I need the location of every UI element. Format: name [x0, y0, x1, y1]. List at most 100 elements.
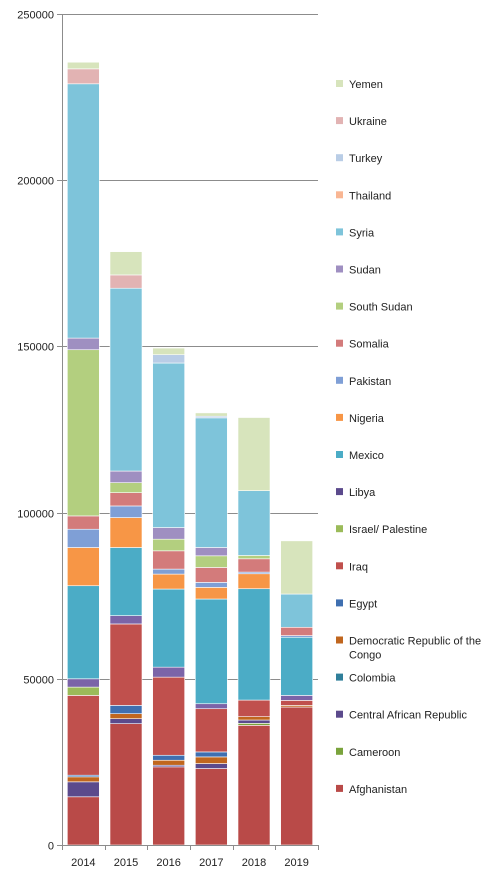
- bar-segment-afghanistan-2017: [195, 768, 228, 846]
- legend-label: Central African Republic: [349, 710, 468, 722]
- legend-swatch: [336, 747, 343, 755]
- legend-label: Sudan: [349, 265, 381, 277]
- bar-segment-syria-2018: [237, 490, 271, 556]
- bars: [67, 61, 313, 846]
- legend-swatch: [336, 784, 343, 792]
- legend-item: Sudan: [336, 265, 381, 277]
- bar-segment-egypt-2017: [195, 751, 228, 758]
- bar-segment-pakistan-2014: [67, 528, 100, 548]
- legend-label: Israel/ Palestine: [349, 524, 427, 536]
- legend-item: Afghanistan: [336, 784, 407, 796]
- y-tick-label: 0: [48, 841, 54, 853]
- legend-item: Thailand: [336, 190, 391, 202]
- bar-segment-mexico-2015: [109, 547, 143, 616]
- bar-segment-iraq-2016: [152, 676, 185, 756]
- legend-label: Democratic Republic of the Congo: [349, 636, 481, 662]
- bar-segment-afghanistan-2016: [152, 766, 185, 846]
- axes: 0 50000 100000 150000 200000 250000 2014 2015 20…: [17, 10, 319, 869]
- bar-segment-afghanistan-2015: [109, 723, 143, 846]
- bar-segment-iraq-2014: [67, 695, 100, 776]
- bar-segment-south-sudan-2017: [195, 555, 228, 568]
- legend-swatch: [336, 451, 343, 458]
- bar-segment-central-african-republic-2017: [195, 763, 228, 769]
- legend-swatch: [336, 80, 343, 87]
- legend-item: Nigeria: [336, 413, 385, 425]
- legend-label: Libya: [349, 487, 376, 499]
- bar-segment-congo-drc-2017: [195, 756, 228, 764]
- legend-item: Somalia: [336, 339, 390, 351]
- y-tick-label: 200000: [17, 176, 54, 188]
- legend-swatch: [336, 376, 343, 384]
- legend-swatch: [336, 265, 343, 273]
- legend-label: Thailand: [349, 190, 391, 202]
- legend-label: Syria: [349, 227, 375, 239]
- legend-item: Egypt: [336, 598, 377, 610]
- bar-segment-mexico-2016: [152, 588, 185, 668]
- bar-segment-libya-2019: [280, 695, 313, 701]
- legend-swatch: [336, 191, 343, 199]
- legend-label: Afghanistan: [349, 784, 407, 796]
- legend-label: Cameroon: [349, 747, 400, 759]
- bar-segment-ukraine-2015: [109, 274, 143, 289]
- x-tick-label: 2014: [71, 857, 95, 869]
- legend-label: Colombia: [349, 673, 396, 685]
- bar-segment-iraq-2017: [195, 708, 228, 753]
- legend-item: Syria: [336, 227, 375, 239]
- bar-segment-turkey-2016: [152, 354, 185, 364]
- legend-item: Colombia: [336, 673, 396, 685]
- bar-segment-mexico-2018: [237, 588, 271, 701]
- bar-segment-libya-2016: [152, 666, 185, 678]
- bar-segment-libya-2015: [109, 615, 143, 625]
- legend-swatch: [336, 488, 343, 496]
- legend-label: Turkey: [349, 153, 383, 165]
- y-tick-label: 150000: [17, 342, 54, 354]
- bar-segment-iraq-2015: [109, 623, 143, 706]
- legend-item: Central African Republic: [336, 710, 468, 722]
- bar-segment-afghanistan-2019: [280, 706, 313, 846]
- bar-segment-mexico-2019: [280, 636, 313, 696]
- y-tick-label: 250000: [17, 10, 54, 22]
- legend-swatch: [336, 154, 343, 162]
- legend-label: Pakistan: [349, 376, 391, 388]
- bar-segment-sudan-2017: [195, 547, 228, 557]
- bar-segment-congo-drc-2014: [67, 776, 100, 783]
- legend-label: Egypt: [349, 598, 377, 610]
- bar-segment-central-african-republic-2015: [109, 718, 143, 724]
- bar-segment-mexico-2014: [67, 585, 100, 680]
- legend-label: Ukraine: [349, 116, 387, 128]
- x-tick-label: 2018: [242, 857, 266, 869]
- legend-label: Iraq: [349, 561, 368, 573]
- bar-segment-libya-2014: [67, 678, 100, 688]
- legend-swatch: [336, 302, 343, 310]
- bar-segment-somalia-2017: [195, 567, 228, 583]
- legend-item: South Sudan: [336, 302, 413, 314]
- y-tick-label: 100000: [17, 509, 54, 521]
- legend-item: Libya: [336, 487, 376, 499]
- legend-item: Pakistan: [336, 376, 391, 388]
- legend-label: South Sudan: [349, 302, 413, 314]
- bar-segment-somalia-2018: [237, 558, 271, 573]
- bar-segment-yemen-2015: [109, 251, 143, 276]
- bar-segment-egypt-2016: [152, 754, 185, 761]
- bar-segment-south-sudan-2014: [67, 349, 100, 517]
- legend-item: Democratic Republic of the Congo: [336, 636, 481, 662]
- bar-segment-congo-drc-2016: [152, 759, 185, 766]
- legend-swatch: [336, 228, 343, 236]
- legend-item: Turkey: [336, 153, 383, 165]
- bar-segment-pakistan-2015: [109, 505, 143, 518]
- bar-segment-syria-2019: [280, 593, 313, 628]
- bar-segment-congo-drc-2015: [109, 713, 143, 719]
- bar-segment-central-african-republic-2014: [67, 781, 100, 798]
- bar-segment-yemen-2018: [237, 417, 271, 491]
- bar-segment-yemen-2014: [67, 61, 100, 70]
- legend-item: Yemen: [336, 79, 383, 91]
- bar-segment-yemen-2017: [195, 412, 228, 417]
- bar-segment-egypt-2015: [109, 705, 143, 715]
- legend-item: Cameroon: [336, 747, 400, 759]
- legend-swatch: [336, 339, 343, 347]
- bar-segment-pakistan-2016: [152, 568, 185, 575]
- legend-swatch: [336, 117, 343, 125]
- legend-label: Somalia: [349, 339, 390, 351]
- legend-swatch: [336, 413, 343, 421]
